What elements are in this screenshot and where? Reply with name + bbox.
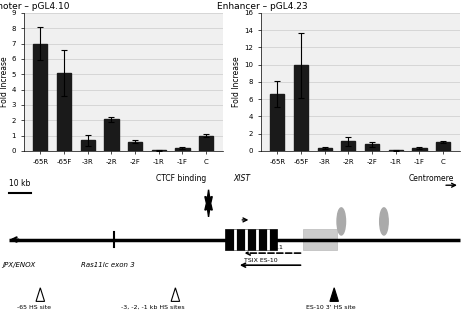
Bar (365, 144, 379, 151)
Bar (128, 142, 142, 151)
Polygon shape (205, 190, 212, 217)
Text: JPX/ENOX: JPX/ENOX (2, 262, 36, 268)
Text: Enhancer – pGL4.23: Enhancer – pGL4.23 (217, 2, 308, 11)
Circle shape (337, 208, 346, 235)
Bar (199, 135, 213, 151)
Text: -65 HS site: -65 HS site (17, 305, 51, 310)
Text: 10 kb: 10 kb (9, 179, 31, 188)
Bar (104, 119, 118, 151)
Bar (33, 44, 47, 151)
Bar (294, 65, 308, 151)
Y-axis label: Fold Increase: Fold Increase (232, 56, 241, 107)
Bar (270, 94, 284, 151)
Text: CTCF binding: CTCF binding (156, 174, 207, 183)
Polygon shape (171, 288, 180, 301)
Bar (318, 148, 332, 151)
Text: Centromere: Centromere (409, 174, 454, 183)
Polygon shape (330, 288, 338, 301)
Bar (81, 140, 95, 151)
Bar (303, 229, 337, 250)
Text: TSIX L1.10.1: TSIX L1.10.1 (244, 245, 283, 250)
Bar (225, 229, 277, 250)
Bar (152, 150, 166, 151)
Circle shape (380, 208, 388, 235)
Bar (436, 142, 450, 151)
Bar (57, 73, 71, 151)
Text: Promoter – pGL4.10: Promoter – pGL4.10 (0, 2, 69, 11)
Polygon shape (36, 288, 45, 301)
Bar (412, 148, 427, 151)
Bar (175, 148, 190, 151)
Text: TSIX ES-10: TSIX ES-10 (244, 258, 278, 263)
Text: XIST: XIST (233, 174, 250, 183)
Text: ES-10 3' HS site: ES-10 3' HS site (306, 305, 356, 310)
Text: Ras11lc exon 3: Ras11lc exon 3 (81, 262, 134, 268)
Bar (341, 141, 356, 151)
Text: -3, -2, -1 kb HS sites: -3, -2, -1 kb HS sites (121, 305, 184, 310)
Y-axis label: Fold Increase: Fold Increase (0, 56, 9, 107)
